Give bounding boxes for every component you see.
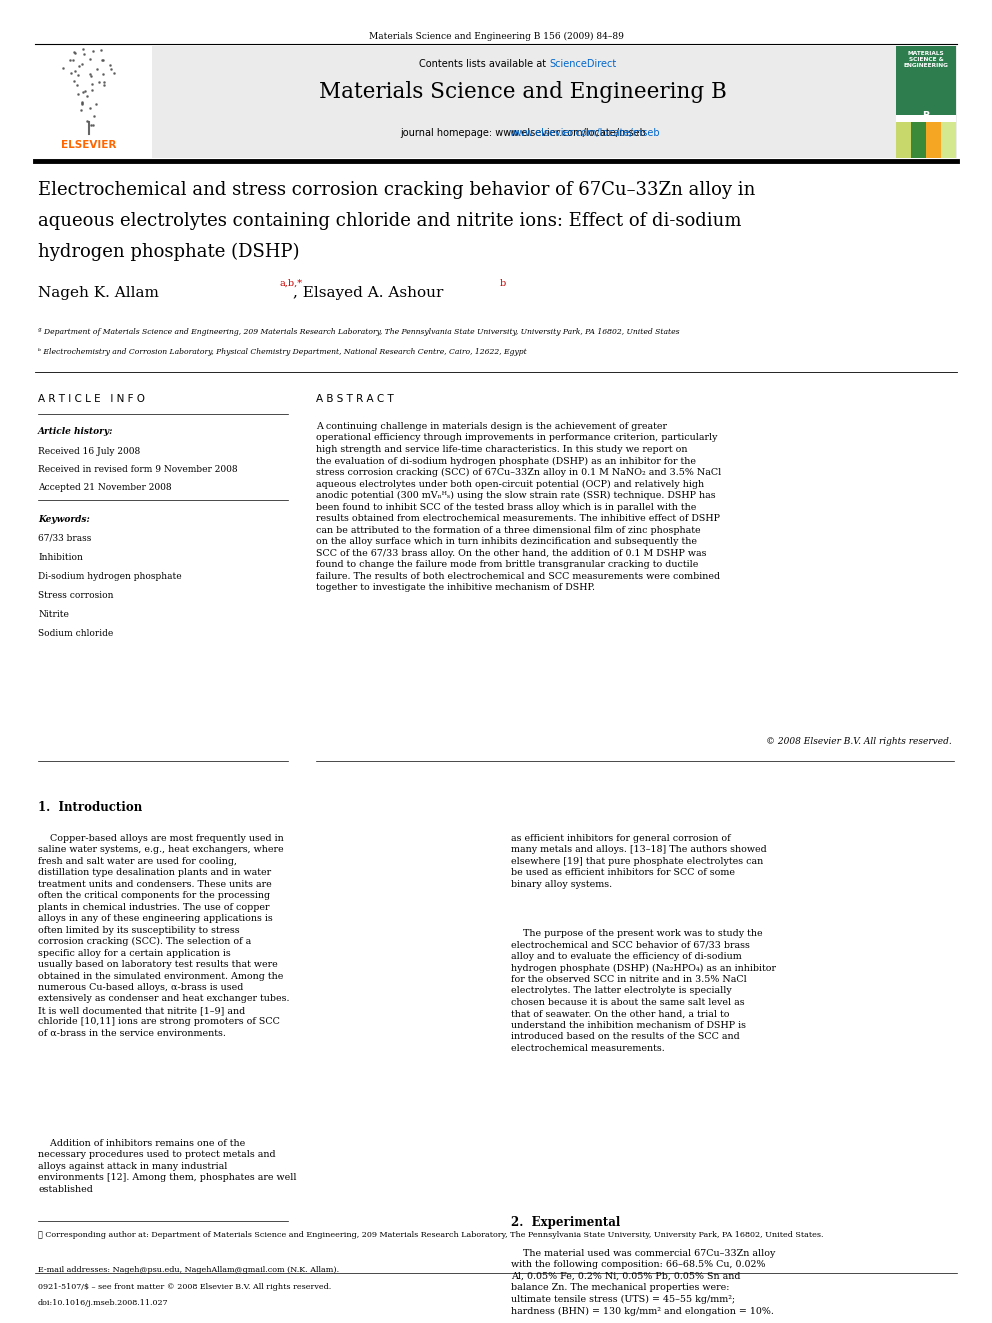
Text: Sodium chloride: Sodium chloride [38,628,113,638]
Text: ª Department of Materials Science and Engineering, 209 Materials Research Labora: ª Department of Materials Science and En… [38,328,680,336]
Point [102,54,118,75]
Text: ᵇ Electrochemistry and Corrosion Laboratory, Physical Chemistry Department, Nati: ᵇ Electrochemistry and Corrosion Laborat… [38,348,527,356]
Point [70,65,86,86]
Point [82,98,98,119]
Point [69,74,85,95]
Point [95,64,111,85]
Point [83,79,99,101]
Text: doi:10.1016/j.mseb.2008.11.027: doi:10.1016/j.mseb.2008.11.027 [38,1299,169,1307]
Point [88,93,104,114]
Bar [926,122,941,157]
Point [70,83,86,105]
Text: Keywords:: Keywords: [38,515,90,524]
Bar [896,115,956,122]
Point [94,49,110,70]
Text: as efficient inhibitors for general corrosion of
many metals and alloys. [13–18]: as efficient inhibitors for general corr… [511,833,767,889]
Text: Accepted 21 November 2008: Accepted 21 November 2008 [38,483,172,492]
Bar [152,46,957,157]
Point [65,41,81,62]
Point [73,93,89,114]
Text: Received in revised form 9 November 2008: Received in revised form 9 November 2008 [38,464,238,474]
Text: 1.  Introduction: 1. Introduction [38,800,142,814]
Point [70,56,86,77]
Text: ⋆ Corresponding author at: Department of Materials Science and Engineering, 209 : ⋆ Corresponding author at: Department of… [38,1230,823,1240]
Point [75,42,91,64]
Point [63,62,79,83]
Text: MATERIALS
SCIENCE &
ENGINEERING: MATERIALS SCIENCE & ENGINEERING [904,52,948,69]
Text: A R T I C L E   I N F O: A R T I C L E I N F O [38,394,145,404]
Text: Copper-based alloys are most frequently used in
saline water systems, e.g., heat: Copper-based alloys are most frequently … [38,833,290,1037]
Point [74,91,90,112]
Point [106,62,122,83]
Point [62,49,77,70]
Text: B: B [923,111,930,122]
Point [91,71,107,93]
Point [102,58,118,79]
Text: ELSEVIER: ELSEVIER [61,140,116,149]
Bar [896,122,911,157]
Text: 0921-5107/$ – see front matter © 2008 Elsevier B.V. All rights reserved.: 0921-5107/$ – see front matter © 2008 El… [38,1283,331,1291]
Text: 2.  Experimental: 2. Experimental [511,1216,620,1229]
Text: Addition of inhibitors remains one of the
necessary procedures used to protect m: Addition of inhibitors remains one of th… [38,1139,297,1193]
Text: Nitrite: Nitrite [38,610,68,619]
Bar [911,122,926,157]
Text: Article history:: Article history: [38,427,113,437]
Point [96,71,112,93]
Point [82,49,98,70]
Point [96,74,112,95]
Text: journal homepage: www.elsevier.com/locate/mseb: journal homepage: www.elsevier.com/locat… [400,128,646,138]
Point [73,93,89,114]
Text: A continuing challenge in materials design is the achievement of greater
operati: A continuing challenge in materials desi… [316,422,721,591]
Point [56,58,71,79]
Point [84,73,100,94]
Text: Electrochemical and stress corrosion cracking behavior of 67Cu–33Zn alloy in: Electrochemical and stress corrosion cra… [38,181,755,198]
Point [83,65,99,86]
Text: Received 16 July 2008: Received 16 July 2008 [38,447,140,456]
Text: The material used was commercial 67Cu–33Zn alloy
with the following composition:: The material used was commercial 67Cu–33… [511,1249,776,1315]
Text: , Elsayed A. Ashour: , Elsayed A. Ashour [293,286,443,300]
Point [85,114,101,135]
Text: Contents lists available at: Contents lists available at [420,60,550,69]
Text: www.elsevier.com/locate/mseb: www.elsevier.com/locate/mseb [510,128,661,138]
Point [64,50,80,71]
Text: Materials Science and Engineering B 156 (2009) 84–89: Materials Science and Engineering B 156 … [369,32,623,41]
Text: © 2008 Elsevier B.V. All rights reserved.: © 2008 Elsevier B.V. All rights reserved… [766,737,952,746]
Point [93,40,109,61]
Text: A B S T R A C T: A B S T R A C T [316,394,394,404]
Point [84,40,100,61]
Point [86,106,102,127]
Point [65,70,81,91]
Text: 67/33 brass: 67/33 brass [38,534,91,542]
Point [73,99,89,120]
Bar [896,46,956,115]
Text: Di-sodium hydrogen phosphate: Di-sodium hydrogen phosphate [38,572,182,581]
Bar [941,122,956,157]
Text: The purpose of the present work was to study the
electrochemical and SCC behavio: The purpose of the present work was to s… [511,929,776,1053]
Text: Materials Science and Engineering B: Materials Science and Engineering B [319,81,727,103]
Text: aqueous electrolytes containing chloride and nitrite ions: Effect of di-sodium: aqueous electrolytes containing chloride… [38,212,741,230]
Point [89,58,105,79]
Text: Nageh K. Allam: Nageh K. Allam [38,286,159,300]
Point [79,111,95,132]
Text: b: b [500,279,506,288]
Point [95,49,111,70]
Bar [35,46,152,157]
Point [74,81,90,102]
Point [79,85,95,106]
Point [67,42,83,64]
Text: E-mail addresses: Nageh@psu.edu, NagehAllam@gmail.com (N.K. Allam).: E-mail addresses: Nageh@psu.edu, NagehAl… [38,1266,339,1274]
Point [76,81,92,102]
Point [74,54,90,75]
Point [67,61,83,82]
Point [83,114,99,135]
Point [74,38,90,60]
Point [81,64,97,85]
Text: Inhibition: Inhibition [38,553,83,562]
Text: Stress corrosion: Stress corrosion [38,591,113,601]
Text: a,b,*: a,b,* [280,279,304,288]
Text: ScienceDirect: ScienceDirect [550,60,617,69]
Text: hydrogen phosphate (DSHP): hydrogen phosphate (DSHP) [38,243,300,261]
